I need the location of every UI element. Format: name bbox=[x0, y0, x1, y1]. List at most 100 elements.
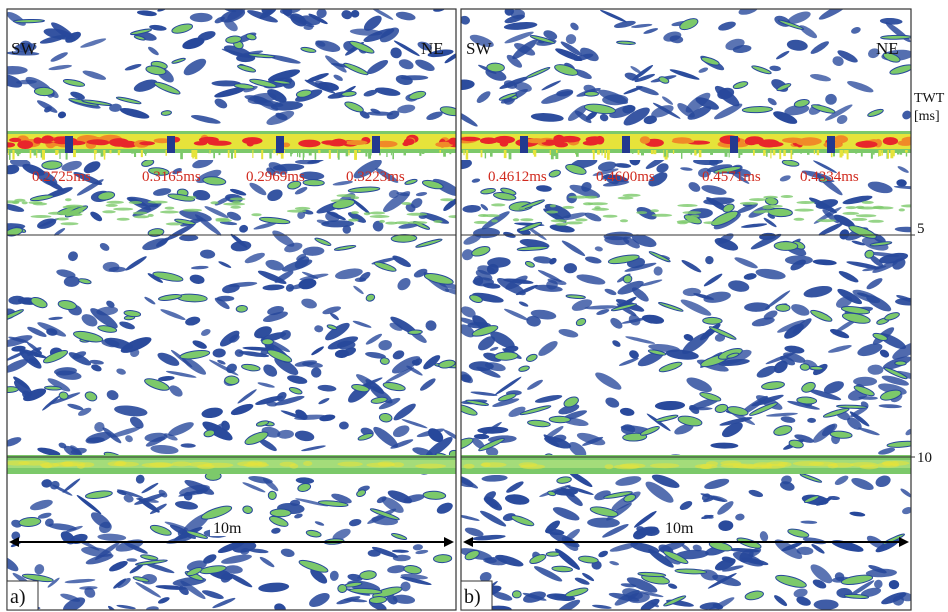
band-lower-patch bbox=[859, 464, 879, 470]
radar-blob bbox=[551, 565, 573, 573]
radar-blob bbox=[836, 404, 869, 409]
band-drip bbox=[592, 150, 595, 160]
radar-blob bbox=[811, 544, 825, 554]
band-drip bbox=[100, 150, 104, 157]
radar-blob bbox=[169, 385, 183, 397]
band-drip bbox=[306, 150, 310, 154]
radar-blob bbox=[351, 383, 370, 393]
radar-blob bbox=[765, 352, 796, 365]
radar-blob bbox=[46, 328, 58, 336]
radar-blob bbox=[623, 86, 643, 95]
radar-blob bbox=[498, 92, 517, 101]
band-patch bbox=[493, 135, 515, 144]
radar-blob bbox=[714, 103, 743, 120]
radar-blob bbox=[884, 312, 900, 321]
radar-blob bbox=[314, 237, 332, 246]
radar-blob bbox=[471, 246, 491, 257]
band-drip bbox=[555, 150, 559, 159]
radar-blob bbox=[761, 381, 785, 391]
radar-blob bbox=[316, 9, 327, 19]
radar-blob bbox=[726, 352, 740, 359]
radar-blob bbox=[700, 493, 726, 502]
radar-blob bbox=[117, 577, 131, 589]
radar-blob bbox=[109, 103, 122, 112]
radar-blob bbox=[461, 15, 470, 25]
radar-blob bbox=[484, 491, 496, 502]
radar-blob bbox=[512, 218, 520, 222]
radar-blob bbox=[254, 326, 272, 339]
radar-blob bbox=[587, 517, 620, 528]
radar-blob bbox=[407, 329, 423, 335]
radar-blob bbox=[634, 73, 656, 83]
radar-blob bbox=[867, 364, 884, 375]
radar-blob bbox=[391, 532, 408, 541]
radar-blob bbox=[150, 444, 179, 455]
band-drip bbox=[140, 150, 143, 158]
radar-blob bbox=[889, 64, 911, 75]
band-patch bbox=[553, 134, 565, 144]
radar-blob bbox=[784, 345, 805, 354]
panel-a-label: a) bbox=[10, 586, 26, 608]
radar-blob bbox=[333, 245, 357, 251]
radar-blob bbox=[825, 104, 853, 121]
radar-blob bbox=[609, 561, 620, 566]
panel-a-time-3: 0.2969ms bbox=[246, 169, 305, 185]
radar-blob bbox=[534, 284, 563, 292]
axis-tick-label-5: 5 bbox=[917, 221, 925, 237]
radar-blob bbox=[748, 547, 762, 557]
radar-blob bbox=[631, 234, 657, 248]
radar-blob bbox=[471, 178, 481, 183]
radar-blob bbox=[741, 106, 773, 114]
trace-marker bbox=[520, 136, 528, 153]
radar-blob bbox=[318, 397, 330, 405]
radar-blob bbox=[398, 59, 414, 70]
radar-blob bbox=[298, 559, 329, 573]
radar-blob bbox=[801, 381, 816, 393]
radar-blob bbox=[157, 352, 180, 366]
radar-blob bbox=[655, 414, 679, 423]
band-drip bbox=[772, 150, 776, 156]
radar-blob bbox=[545, 210, 559, 214]
radar-blob bbox=[349, 40, 375, 54]
radar-blob bbox=[464, 527, 484, 537]
radar-blob bbox=[610, 303, 637, 312]
radar-blob bbox=[164, 521, 189, 530]
radar-blob bbox=[461, 306, 476, 318]
radar-blob bbox=[91, 364, 102, 372]
radar-blob bbox=[894, 226, 911, 233]
radar-blob bbox=[534, 394, 563, 403]
radar-blob bbox=[743, 273, 757, 280]
radar-blob bbox=[721, 565, 744, 572]
radar-blob bbox=[803, 495, 820, 504]
radar-blob bbox=[463, 234, 481, 245]
radar-blob bbox=[867, 108, 884, 117]
radar-blob bbox=[842, 211, 859, 215]
radar-blob bbox=[681, 260, 702, 273]
radar-blob bbox=[629, 350, 639, 359]
radar-blob bbox=[259, 9, 277, 19]
radar-blob bbox=[662, 96, 673, 105]
radar-blob bbox=[406, 365, 423, 376]
radar-blob bbox=[81, 99, 113, 106]
radar-blob bbox=[116, 217, 130, 221]
radar-blob bbox=[525, 66, 551, 79]
radar-blob bbox=[554, 548, 581, 570]
radar-blob bbox=[282, 9, 293, 17]
radar-blob bbox=[787, 11, 811, 25]
radar-blob bbox=[849, 411, 870, 427]
band-lower-patch bbox=[518, 462, 538, 468]
band-drip bbox=[144, 150, 147, 156]
band-patch bbox=[118, 140, 138, 148]
radar-blob bbox=[475, 269, 493, 281]
radar-blob bbox=[315, 40, 341, 52]
radar-blob bbox=[350, 196, 360, 200]
radar-blob bbox=[663, 595, 687, 607]
radar-blob bbox=[267, 490, 277, 500]
panel-a-scale-arrow-left bbox=[9, 537, 19, 547]
radar-blob bbox=[860, 587, 882, 598]
radar-blob bbox=[853, 376, 878, 387]
trace-marker bbox=[276, 136, 284, 153]
band-drip bbox=[881, 150, 883, 156]
radar-blob bbox=[234, 349, 244, 357]
band-lower-patch bbox=[303, 461, 313, 466]
